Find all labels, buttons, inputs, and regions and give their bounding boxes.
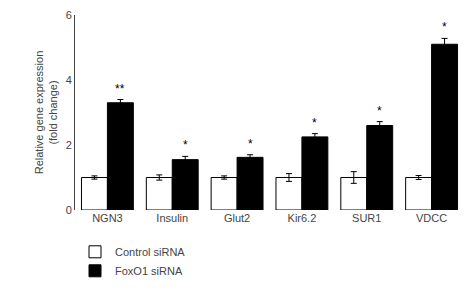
- svg-text:*: *: [183, 138, 188, 152]
- svg-text:Insulin: Insulin: [156, 212, 188, 224]
- svg-text:*: *: [442, 20, 447, 34]
- svg-text:VDCC: VDCC: [416, 212, 447, 224]
- svg-text:*: *: [377, 104, 382, 118]
- svg-text:Control siRNA: Control siRNA: [115, 246, 185, 258]
- svg-text:*: *: [312, 116, 317, 130]
- svg-text:4: 4: [66, 74, 72, 86]
- svg-text:0: 0: [66, 204, 72, 216]
- svg-text:2: 2: [66, 139, 72, 151]
- svg-text:**: **: [115, 82, 125, 96]
- svg-text:*: *: [248, 137, 253, 151]
- svg-text:Glut2: Glut2: [224, 212, 250, 224]
- svg-text:Relative gene expression(fold: Relative gene expression(fold change): [33, 51, 59, 175]
- svg-text:6: 6: [66, 9, 72, 21]
- svg-text:FoxO1 siRNA: FoxO1 siRNA: [115, 265, 183, 277]
- svg-text:NGN3: NGN3: [92, 212, 123, 224]
- svg-text:Kir6.2: Kir6.2: [288, 212, 317, 224]
- svg-text:SUR1: SUR1: [352, 212, 381, 224]
